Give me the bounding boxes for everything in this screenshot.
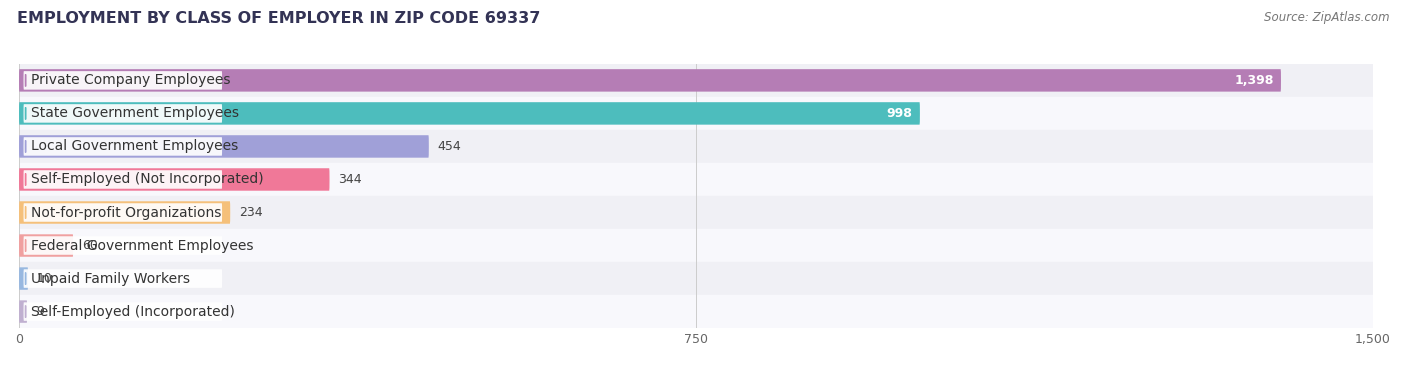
FancyBboxPatch shape xyxy=(24,236,222,255)
FancyBboxPatch shape xyxy=(20,69,1281,92)
Text: Private Company Employees: Private Company Employees xyxy=(31,73,231,87)
FancyBboxPatch shape xyxy=(20,168,329,191)
Bar xyxy=(20,97,1374,130)
Bar xyxy=(20,64,1374,97)
Bar xyxy=(20,262,1374,295)
Text: Local Government Employees: Local Government Employees xyxy=(31,139,239,153)
FancyBboxPatch shape xyxy=(20,267,28,290)
FancyBboxPatch shape xyxy=(20,201,231,224)
Text: 10: 10 xyxy=(37,272,53,285)
Bar xyxy=(20,130,1374,163)
Text: 454: 454 xyxy=(437,140,461,153)
Text: 60: 60 xyxy=(82,239,98,252)
Text: Federal Government Employees: Federal Government Employees xyxy=(31,238,253,253)
Text: Unpaid Family Workers: Unpaid Family Workers xyxy=(31,271,190,285)
Bar xyxy=(20,163,1374,196)
Text: Self-Employed (Incorporated): Self-Employed (Incorporated) xyxy=(31,305,235,318)
Text: Self-Employed (Not Incorporated): Self-Employed (Not Incorporated) xyxy=(31,173,264,186)
FancyBboxPatch shape xyxy=(20,234,73,257)
Text: 998: 998 xyxy=(887,107,912,120)
FancyBboxPatch shape xyxy=(24,71,222,89)
Text: State Government Employees: State Government Employees xyxy=(31,106,239,120)
FancyBboxPatch shape xyxy=(20,300,27,323)
Text: 9: 9 xyxy=(37,305,44,318)
FancyBboxPatch shape xyxy=(24,269,222,288)
FancyBboxPatch shape xyxy=(24,137,222,156)
FancyBboxPatch shape xyxy=(24,104,222,123)
Text: Source: ZipAtlas.com: Source: ZipAtlas.com xyxy=(1264,11,1389,24)
Text: 234: 234 xyxy=(239,206,263,219)
Bar xyxy=(20,196,1374,229)
Text: Not-for-profit Organizations: Not-for-profit Organizations xyxy=(31,206,222,220)
FancyBboxPatch shape xyxy=(24,203,222,222)
FancyBboxPatch shape xyxy=(24,170,222,189)
Text: 1,398: 1,398 xyxy=(1234,74,1274,87)
Text: EMPLOYMENT BY CLASS OF EMPLOYER IN ZIP CODE 69337: EMPLOYMENT BY CLASS OF EMPLOYER IN ZIP C… xyxy=(17,11,540,26)
FancyBboxPatch shape xyxy=(24,302,222,321)
Text: 344: 344 xyxy=(339,173,363,186)
FancyBboxPatch shape xyxy=(20,135,429,158)
Bar xyxy=(20,295,1374,328)
Bar xyxy=(20,229,1374,262)
FancyBboxPatch shape xyxy=(20,102,920,125)
